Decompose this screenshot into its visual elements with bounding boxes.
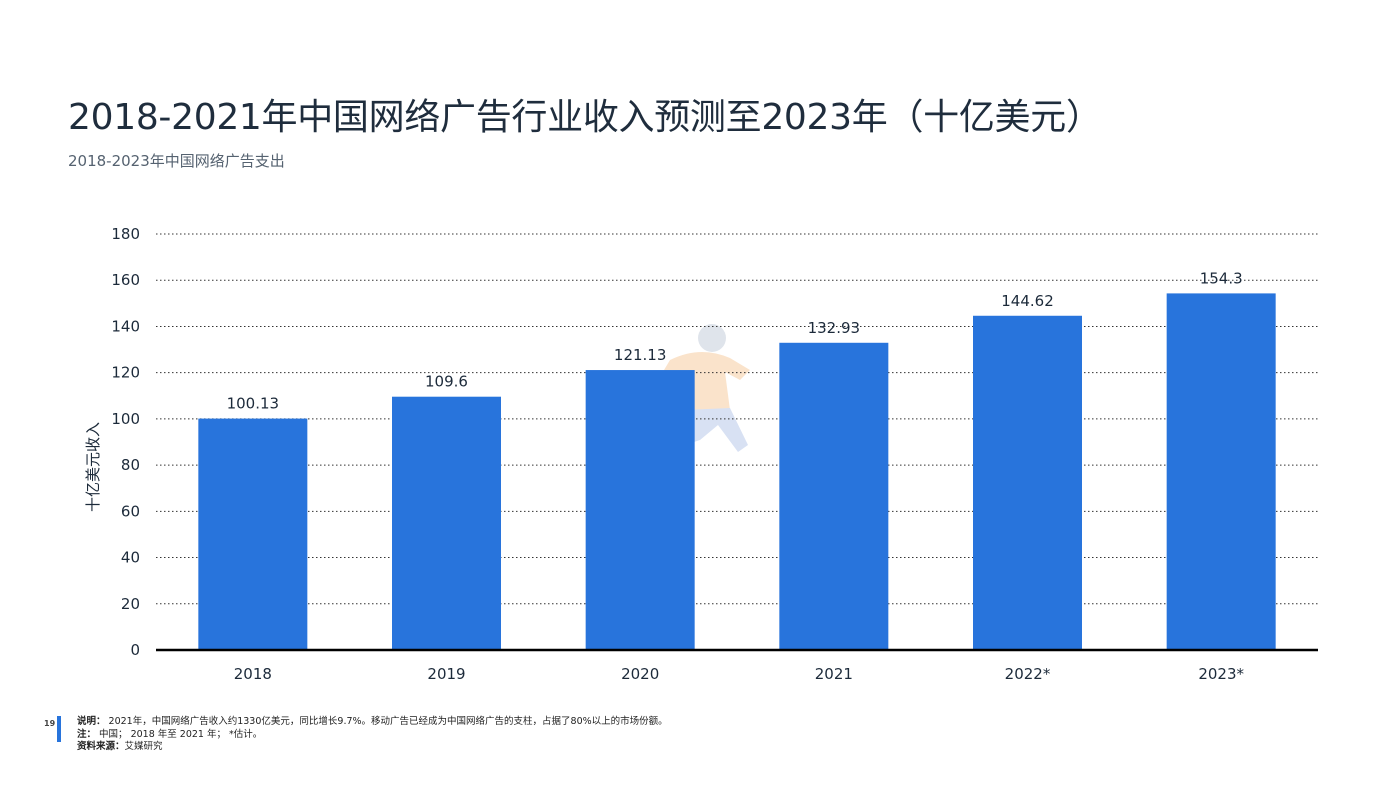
page-title: 2018-2021年中国网络广告行业收入预测至2023年（十亿美元）: [68, 97, 1102, 138]
y-tick-label: 40: [121, 549, 140, 567]
source-label: 资料来源：: [77, 741, 125, 752]
remark-label: 注：: [77, 728, 97, 740]
bar-2022-est: [973, 315, 1082, 650]
accent-bar: [57, 716, 61, 742]
data-label: 100.13: [227, 395, 280, 413]
data-label: 109.6: [425, 373, 468, 391]
y-axis-title: 十亿美元收入: [84, 422, 102, 512]
y-tick-label: 0: [130, 641, 140, 659]
y-tick-label: 180: [111, 225, 140, 243]
bar-2021: [779, 342, 889, 650]
remark-text: 中国； 2018 年至 2021 年； *估计。: [99, 728, 263, 740]
page-number: 19: [44, 719, 56, 728]
y-tick-label: 100: [111, 410, 140, 428]
source-line: 资料来源：艾媒研究: [77, 741, 668, 754]
x-tick-label: 2018: [234, 665, 272, 683]
y-tick-label: 140: [111, 317, 140, 335]
bar-2019: [392, 396, 501, 650]
y-tick-label: 60: [121, 502, 140, 520]
data-label: 154.3: [1200, 269, 1243, 287]
x-tick-label: 2022*: [1005, 665, 1051, 683]
remark-line: 注： 中国； 2018 年至 2021 年； *估计。: [77, 729, 668, 742]
x-tick-label: 2023*: [1198, 665, 1244, 683]
note-text: 2021年，中国网络广告收入约1330亿美元，同比增长9.7%。移动广告已经成为…: [108, 716, 668, 727]
y-tick-label: 80: [121, 456, 140, 474]
y-tick-label: 20: [121, 595, 140, 613]
y-tick-label: 120: [111, 364, 140, 382]
bar-chart: 0 20 40 60 80 100 120 140 160 180 100.13 2018 109.6…: [84, 225, 1318, 683]
note-line: 说明： 2021年，中国网络广告收入约1330亿美元，同比增长9.7%。移动广告…: [77, 716, 668, 729]
source-text: 艾媒研究: [124, 741, 163, 752]
data-label: 132.93: [808, 319, 861, 337]
x-tick-label: 2019: [427, 665, 465, 683]
bar-2020: [585, 370, 695, 650]
bar-2023-est: [1166, 293, 1276, 650]
y-tick-label: 160: [111, 271, 140, 289]
note-label: 说明：: [77, 716, 106, 727]
data-label: 144.62: [1001, 292, 1054, 310]
bar-2018: [198, 418, 308, 650]
x-tick-label: 2021: [815, 665, 853, 683]
data-label: 121.13: [614, 346, 667, 364]
notes-block: 说明： 2021年，中国网络广告收入约1330亿美元，同比增长9.7%。移动广告…: [77, 716, 668, 754]
page-subtitle: 2018-2023年中国网络广告支出: [68, 152, 285, 170]
x-tick-label: 2020: [621, 665, 659, 683]
